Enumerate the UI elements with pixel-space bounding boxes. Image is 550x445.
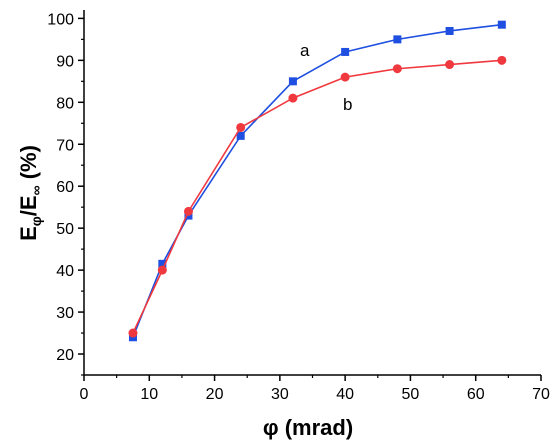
series-line-b (132, 59, 502, 334)
labels: a b φ (mrad) Eφ/E∞ (%) (16, 41, 353, 440)
data-point-a (445, 26, 454, 35)
x-tick-label: 0 (80, 386, 89, 403)
data-point-b (128, 328, 138, 338)
y-tick-label: 80 (56, 95, 74, 112)
data-point-a (236, 131, 245, 140)
x-tick-label: 10 (140, 386, 158, 403)
data-point-b (445, 60, 455, 70)
data-point-b (183, 206, 193, 216)
y-axis-title-group: Eφ/E∞ (%) (16, 145, 44, 241)
data-point-a (393, 35, 402, 44)
y-title-e2: E (16, 195, 41, 210)
data-point-a (158, 259, 167, 268)
y-tick-label: 30 (56, 305, 74, 322)
y-tick-label: 60 (56, 179, 74, 196)
data-point-b (392, 64, 402, 74)
x-tick-label: 30 (271, 386, 289, 403)
data-point-b (288, 93, 298, 103)
y-title-sub2: ∞ (28, 185, 44, 195)
y-tick-label: 50 (56, 221, 74, 238)
data-point-a (341, 47, 350, 56)
x-tick-label: 50 (402, 386, 420, 403)
data-point-b (236, 122, 246, 132)
series-label-a: a (300, 41, 310, 60)
series (128, 20, 507, 342)
series-line-a (132, 23, 502, 338)
y-tick-label: 70 (56, 137, 74, 154)
y-tick-label: 20 (56, 347, 74, 364)
x-axis-title: φ (mrad) (263, 415, 353, 440)
y-tick-label: 100 (47, 11, 74, 28)
y-tick-label: 40 (56, 263, 74, 280)
y-tick-label: 90 (56, 53, 74, 70)
ticks: 0 10 20 30 40 50 60 70 20 30 40 50 60 70 80 90 100 (47, 11, 550, 403)
data-point-b (340, 72, 350, 82)
series-label-b: b (343, 95, 352, 114)
x-tick-label: 60 (467, 386, 485, 403)
y-title-e1: E (16, 226, 41, 241)
x-tick-label: 70 (532, 386, 550, 403)
data-point-b (157, 265, 167, 275)
x-tick-label: 40 (336, 386, 354, 403)
y-title-sub1: φ (28, 216, 44, 226)
y-title-unit: (%) (16, 145, 41, 185)
data-point-a (288, 77, 297, 86)
x-tick-label: 20 (206, 386, 224, 403)
data-point-a (497, 20, 506, 29)
axes (83, 10, 541, 376)
data-point-b (497, 55, 507, 65)
series-b (128, 55, 507, 338)
y-title-slash: / (16, 210, 41, 216)
y-axis-title: Eφ/E∞ (%) (16, 145, 44, 241)
